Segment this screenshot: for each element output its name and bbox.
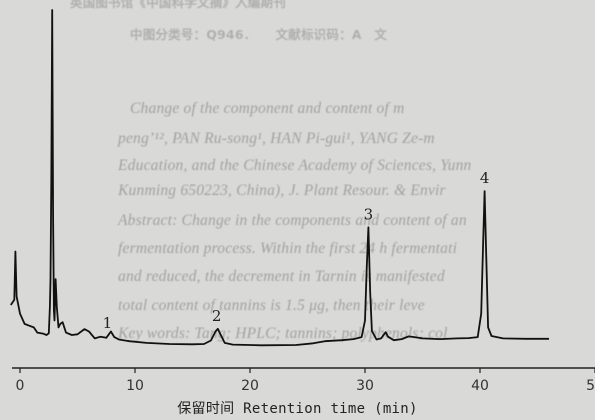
- x-tick-label: 10: [126, 378, 144, 394]
- chromatogram-trace: [10, 9, 549, 347]
- peak-label-3: 3: [364, 205, 374, 223]
- x-tick-label: 20: [241, 378, 259, 394]
- x-tick-label: 0: [16, 378, 25, 394]
- peak-label-2: 2: [212, 307, 222, 325]
- peak-label-4: 4: [480, 169, 490, 187]
- peak-label-1: 1: [103, 314, 113, 332]
- x-tick-label: 40: [471, 378, 489, 394]
- x-tick-label: 30: [356, 378, 374, 394]
- x-tick-label: 50: [586, 378, 595, 394]
- x-axis-label: 保留时间 Retention time (min): [177, 401, 418, 417]
